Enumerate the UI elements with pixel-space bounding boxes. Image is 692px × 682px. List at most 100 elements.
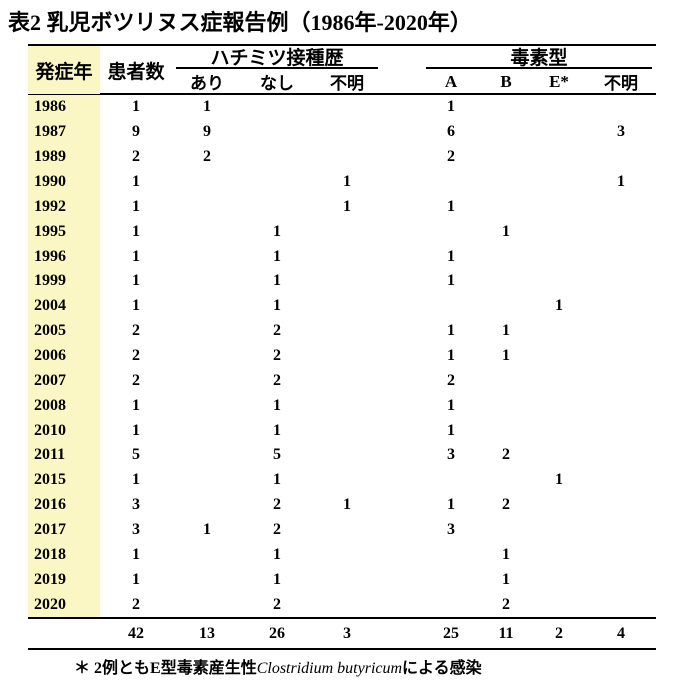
honey-unknown-cell xyxy=(312,468,382,493)
toxin-e-cell xyxy=(532,518,586,543)
year-cell: 2006 xyxy=(28,343,100,369)
honey-no-cell xyxy=(242,194,312,219)
toxin-unknown-cell xyxy=(586,294,656,319)
table-row: 1990 1 1 1 xyxy=(28,169,656,195)
total-honey-unknown: 3 xyxy=(343,624,351,642)
header-gap xyxy=(382,46,422,94)
toxin-unknown-cell xyxy=(586,567,656,592)
header-patients: 患者数 xyxy=(107,61,165,83)
toxin-unknown-cell: 1 xyxy=(617,173,625,190)
year-cell: 1986 xyxy=(28,95,100,120)
table-row: 1992 1 1 1 xyxy=(28,194,656,220)
table-row: 2018 1 1 1 xyxy=(28,542,656,568)
toxin-a-cell: 1 xyxy=(447,98,455,116)
toxin-b-cell xyxy=(480,294,532,319)
toxin-e-cell xyxy=(532,194,586,219)
honey-yes-cell xyxy=(172,493,242,518)
year-cell: 2020 xyxy=(28,592,100,618)
patients-cell: 1 xyxy=(132,545,140,563)
honey-no-cell: 2 xyxy=(273,521,281,539)
honey-no-cell: 1 xyxy=(273,471,281,489)
patients-cell: 1 xyxy=(132,297,140,315)
toxin-a-cell xyxy=(422,592,480,617)
honey-unknown-cell xyxy=(312,294,382,319)
toxin-b-cell: 1 xyxy=(502,570,510,588)
honey-yes-cell xyxy=(172,567,242,592)
patients-cell: 2 xyxy=(132,148,140,166)
gap-cell xyxy=(382,194,422,219)
toxin-unknown-cell xyxy=(586,542,656,567)
toxin-a-cell xyxy=(422,219,480,244)
honey-yes-cell: 9 xyxy=(203,123,211,141)
toxin-e-cell xyxy=(532,443,586,468)
toxin-b-cell: 1 xyxy=(502,545,510,563)
honey-no-cell: 1 xyxy=(273,222,281,240)
honey-yes-cell: 1 xyxy=(203,98,211,116)
honey-no-cell: 1 xyxy=(273,545,281,563)
toxin-e-cell xyxy=(532,170,586,195)
year-cell: 1990 xyxy=(28,169,100,195)
toxin-a-cell: 3 xyxy=(447,446,455,464)
header-honey-no: なし xyxy=(260,74,294,93)
toxin-b-cell: 1 xyxy=(502,222,510,240)
honey-yes-cell xyxy=(172,592,242,617)
header-honey-group-label: ハチミツ接種歴 xyxy=(176,46,378,69)
patients-cell: 3 xyxy=(132,521,140,539)
toxin-b-cell: 1 xyxy=(502,322,510,340)
patients-cell: 3 xyxy=(132,496,140,514)
honey-no-cell: 1 xyxy=(273,421,281,439)
honey-yes-cell xyxy=(172,170,242,195)
honey-yes-cell xyxy=(172,194,242,219)
gap-cell xyxy=(382,294,422,319)
toxin-a-cell: 1 xyxy=(447,247,455,265)
gap-cell xyxy=(382,219,422,244)
year-cell: 2005 xyxy=(28,318,100,344)
table-row: 2005 2 2 1 1 xyxy=(28,318,656,344)
year-cell: 2017 xyxy=(28,517,100,543)
honey-no-cell xyxy=(242,170,312,195)
toxin-b-cell: 2 xyxy=(502,595,510,613)
patients-cell: 9 xyxy=(132,123,140,141)
honey-yes-cell xyxy=(172,393,242,418)
honey-unknown-cell xyxy=(312,145,382,170)
toxin-a-cell xyxy=(422,542,480,567)
toxin-e-cell xyxy=(532,592,586,617)
gap-cell xyxy=(382,468,422,493)
gap-cell xyxy=(382,319,422,344)
honey-unknown-cell: 1 xyxy=(343,173,351,190)
toxin-b-cell xyxy=(480,368,532,393)
honey-no-cell xyxy=(242,95,312,120)
honey-unknown-cell xyxy=(312,219,382,244)
honey-no-cell: 1 xyxy=(273,396,281,414)
year-cell: 1999 xyxy=(28,269,100,294)
gap-cell xyxy=(382,170,422,195)
footnote: ＊ 2例ともE型毒素産生性Clostridium butyricumによる感染 xyxy=(74,654,482,678)
toxin-e-cell: 1 xyxy=(555,297,563,315)
gap-cell xyxy=(382,542,422,567)
toxin-a-cell: 1 xyxy=(447,396,455,414)
table-row: 2010 1 1 1 xyxy=(28,418,656,444)
toxin-unknown-cell xyxy=(586,194,656,219)
honey-yes-cell xyxy=(172,443,242,468)
toxin-unknown-cell xyxy=(586,518,656,543)
honey-yes-cell xyxy=(172,468,242,493)
toxin-a-cell: 1 xyxy=(447,421,455,439)
table-row: 2016 3 2 1 1 2 xyxy=(28,492,656,518)
toxin-a-cell xyxy=(422,170,480,195)
total-honey-no: 26 xyxy=(269,624,285,642)
toxin-a-cell: 1 xyxy=(447,272,455,290)
honey-no-cell: 2 xyxy=(273,322,281,340)
patients-cell: 1 xyxy=(132,570,140,588)
totals-row: 42 13 26 3 25 11 2 4 xyxy=(28,617,656,651)
honey-unknown-cell xyxy=(312,418,382,443)
patients-cell: 2 xyxy=(132,347,140,365)
toxin-e-cell xyxy=(532,244,586,269)
total-toxin-unknown: 4 xyxy=(617,624,625,642)
table-row: 2020 2 2 2 xyxy=(28,592,656,618)
toxin-a-cell xyxy=(422,567,480,592)
year-cell: 1996 xyxy=(28,244,100,270)
honey-no-cell xyxy=(242,120,312,145)
toxin-e-cell: 1 xyxy=(555,471,563,489)
toxin-unknown-cell xyxy=(586,493,656,518)
